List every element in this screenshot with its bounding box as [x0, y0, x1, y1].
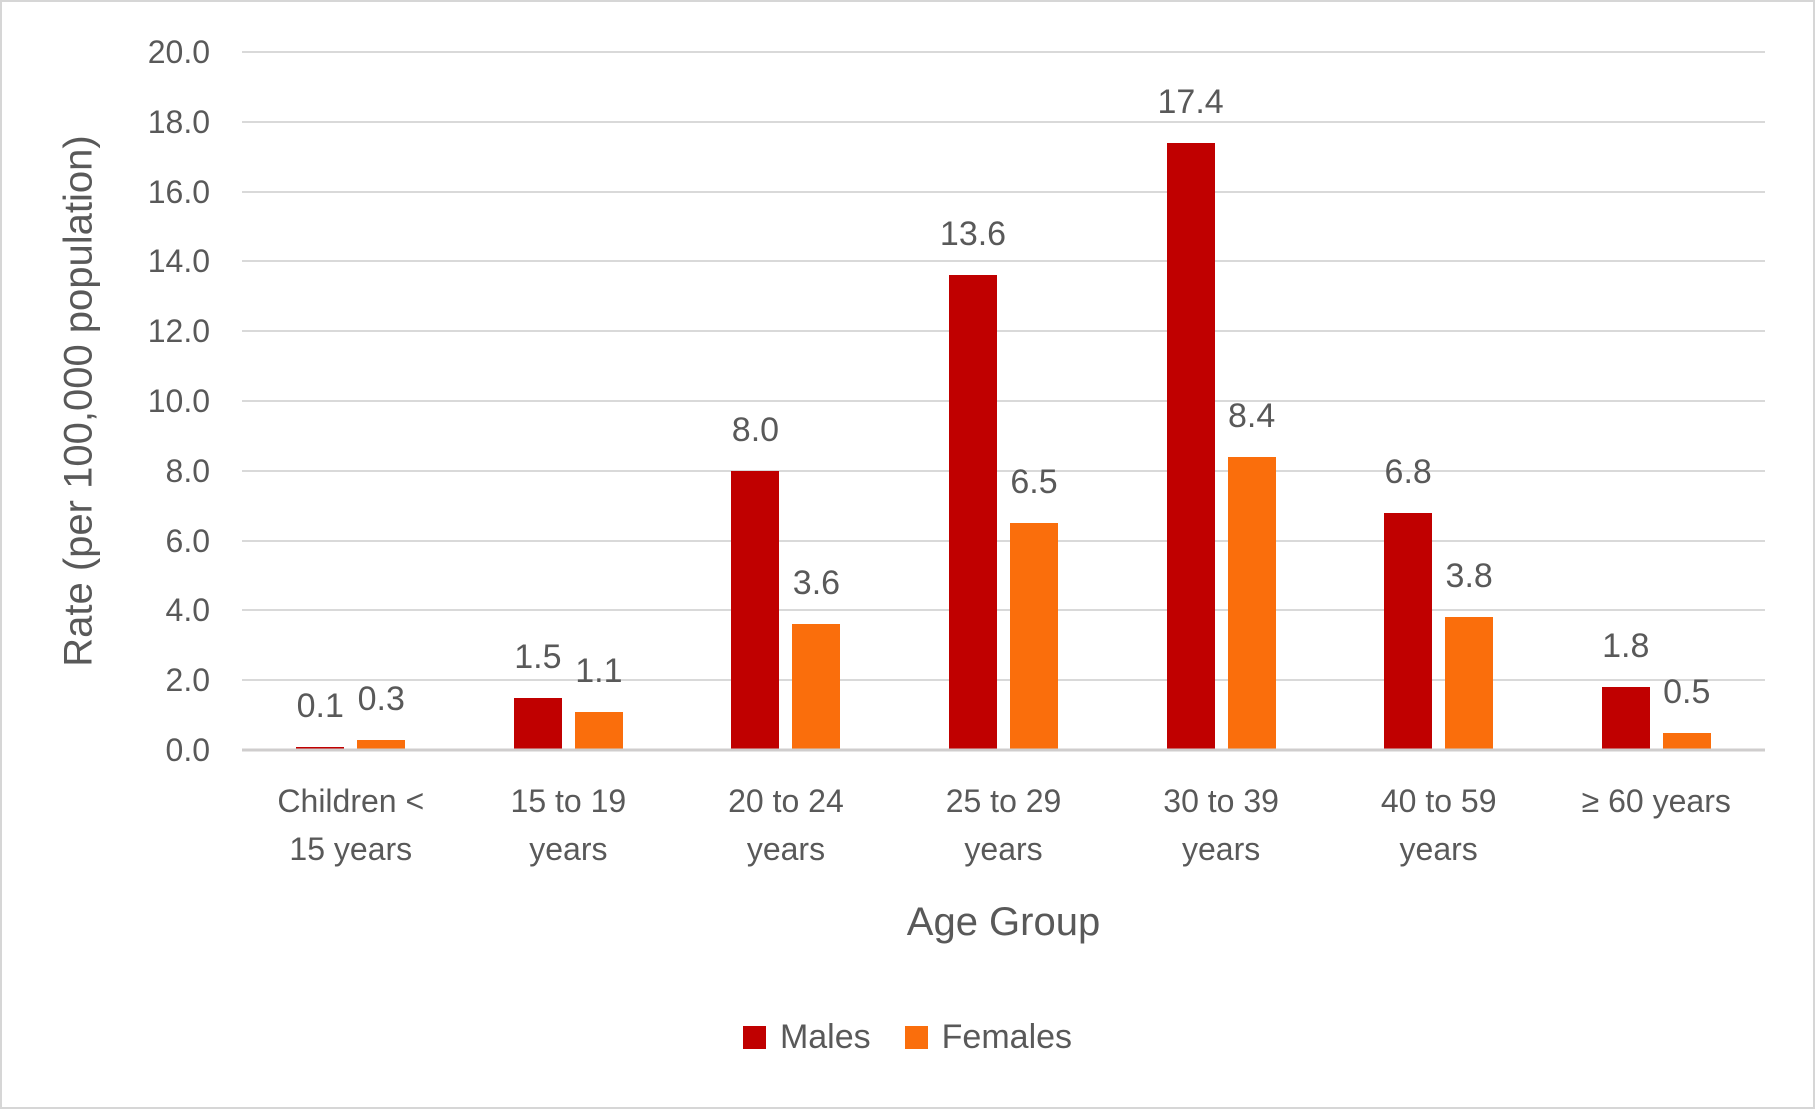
data-label: 0.1	[296, 686, 344, 725]
y-tick-labels: 0.0 2.0 4.0 6.0 8.0 10.0 12.0 14.0 16.0 18.0 20.0	[2, 36, 210, 766]
gridline	[242, 609, 1765, 612]
y-tick-label: 10.0	[147, 383, 210, 419]
x-tick-label: 40 to 59 years	[1380, 783, 1497, 867]
gridline	[242, 190, 1765, 193]
y-tick-label: 2.0	[165, 662, 210, 699]
bar-group: 8.0 3.6	[677, 52, 895, 750]
bar-females-1: 0.3	[357, 682, 406, 750]
bar-groups: 0.1 0.3 1.5 1.1 8.0 3.6 13.6 6.5 17.4 8.4 6.8 3.8 1.…	[242, 52, 1765, 750]
legend-label: Males	[779, 1018, 871, 1056]
data-label: 3.6	[792, 564, 841, 603]
data-label: 1.1	[575, 651, 623, 690]
gridline	[242, 679, 1765, 682]
y-tick-label: 12.0	[147, 313, 210, 350]
bar-males-6: 6.8	[1384, 455, 1433, 750]
bar-group: 13.6 6.5	[895, 52, 1113, 750]
bar-group: 6.8 3.8	[1330, 52, 1548, 750]
bar-females-5: 8.4	[1227, 399, 1276, 750]
x-axis-title: Age Group	[906, 900, 1101, 944]
data-label: 6.5	[1010, 463, 1058, 502]
y-tick-label: 6.0	[165, 522, 210, 559]
x-tick-label: ≥ 60 years	[1581, 783, 1731, 819]
x-tick-label: 30 to 39 years	[1163, 783, 1279, 867]
bar-males-7: 1.8	[1601, 629, 1650, 750]
gridline	[242, 330, 1765, 333]
legend-item-males: Males	[742, 1018, 871, 1056]
x-tick-label: 20 to 24 years	[728, 783, 844, 867]
bar-females-6: 3.8	[1445, 559, 1494, 750]
y-tick-label: 20.0	[147, 34, 210, 70]
data-label: 13.6	[939, 215, 1007, 254]
data-label: 6.8	[1384, 452, 1432, 491]
bar-group: 1.8 0.5	[1547, 52, 1765, 750]
gridline	[242, 51, 1765, 53]
legend-label: Females	[941, 1018, 1073, 1056]
y-tick-label: 0.0	[165, 732, 210, 768]
gridline	[242, 260, 1765, 263]
x-axis-line	[242, 748, 1765, 752]
legend-marker-males	[742, 1025, 766, 1049]
gridline	[242, 400, 1765, 402]
y-tick-label: 4.0	[165, 592, 210, 629]
bar-group: 17.4 8.4	[1112, 52, 1330, 750]
plot-area: 0.1 0.3 1.5 1.1 8.0 3.6 13.6 6.5 17.4 8.4 6.8 3.8 1.…	[242, 51, 1765, 752]
gridline	[242, 539, 1765, 542]
legend: Males Females	[2, 1020, 1813, 1054]
data-label: 3.8	[1445, 557, 1493, 596]
data-label: 8.0	[731, 410, 780, 449]
data-label: 8.4	[1227, 396, 1276, 435]
x-tick-label: 15 to 19 years	[510, 783, 627, 867]
data-label: 0.3	[357, 679, 405, 718]
y-tick-label: 16.0	[147, 173, 210, 210]
data-label: 1.5	[514, 637, 562, 676]
bar-males-2: 1.5	[513, 640, 562, 750]
bar-males-3: 8.0	[731, 413, 780, 750]
y-tick-label: 8.0	[165, 452, 210, 489]
data-label: 1.8	[1602, 627, 1650, 666]
data-label: 17.4	[1157, 82, 1224, 121]
bar-males-4: 13.6	[940, 217, 1006, 750]
y-tick-label: 14.0	[147, 243, 210, 280]
legend-item-females: Females	[904, 1018, 1073, 1056]
gridline	[242, 469, 1765, 472]
bar-group: 0.1 0.3	[242, 52, 460, 750]
y-tick-label: 18.0	[147, 103, 210, 140]
bar-males-1: 0.1	[296, 689, 345, 750]
bar-males-5: 17.4	[1158, 85, 1224, 750]
bar-females-7: 0.5	[1662, 675, 1711, 750]
data-label: 0.5	[1663, 672, 1711, 711]
bar-females-2: 1.1	[574, 654, 623, 750]
x-tick-label: 25 to 29 years	[945, 783, 1062, 867]
x-tick-labels: Children < 15 years 15 to 19 years 20 to 2…	[242, 777, 1765, 873]
x-tick-label: Children < 15 years	[277, 783, 425, 867]
gridline	[242, 120, 1765, 123]
legend-marker-females	[904, 1025, 928, 1049]
bar-group: 1.5 1.1	[460, 52, 678, 750]
bar-females-3: 3.6	[792, 566, 841, 750]
bar-females-4: 6.5	[1010, 465, 1059, 750]
